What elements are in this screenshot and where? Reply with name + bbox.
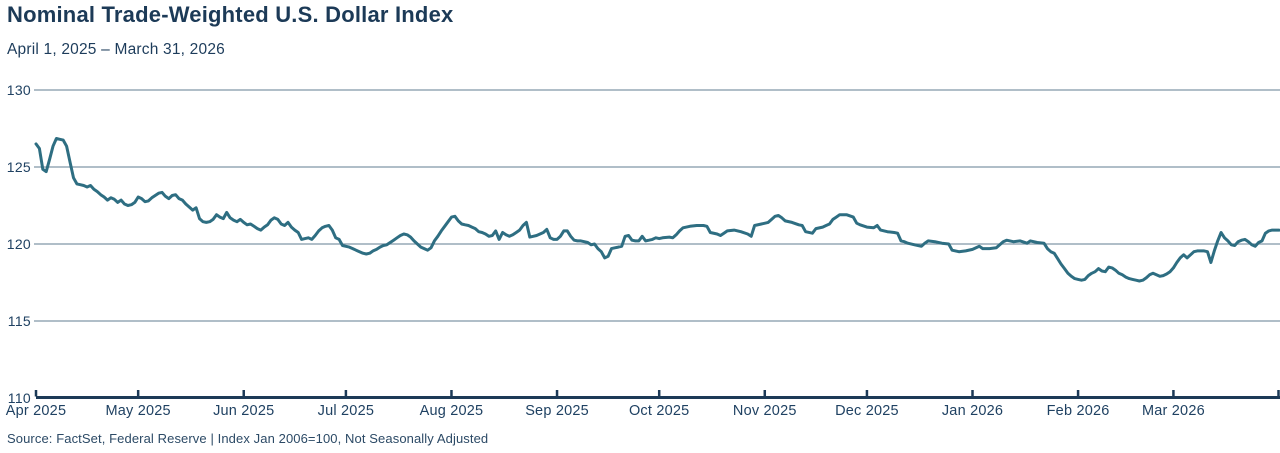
x-axis-label: Aug 2025 — [419, 403, 484, 419]
y-axis-label: 120 — [6, 235, 31, 252]
x-axis-label: Dec 2025 — [835, 403, 899, 419]
x-axis-label: May 2025 — [105, 403, 171, 419]
y-axis-label: 110 — [7, 389, 31, 406]
x-axis-label: Jun 2025 — [213, 403, 275, 419]
x-axis-label: Jan 2026 — [941, 403, 1004, 419]
x-axis-label: Oct 2025 — [628, 403, 690, 419]
page-title: Nominal Trade-Weighted U.S. Dollar Index — [7, 2, 454, 27]
x-axis-label: Nov 2025 — [732, 403, 797, 419]
y-axis-label: 115 — [7, 312, 31, 329]
source-note: Source: FactSet, Federal Reserve | Index… — [7, 431, 489, 446]
x-axis-label: Feb 2026 — [1046, 403, 1110, 419]
y-axis-label: 125 — [6, 158, 31, 175]
x-axis-label: Jul 2025 — [317, 403, 375, 419]
dollar-index-line — [34, 137, 1280, 283]
x-axis-label: Mar 2026 — [1141, 403, 1205, 419]
date-range-subtitle: April 1, 2025 – March 31, 2026 — [7, 41, 225, 58]
x-axis-label: Sep 2025 — [525, 403, 589, 419]
y-axis-label: 130 — [6, 81, 31, 98]
x-axis-label: Apr 2025 — [5, 403, 67, 419]
